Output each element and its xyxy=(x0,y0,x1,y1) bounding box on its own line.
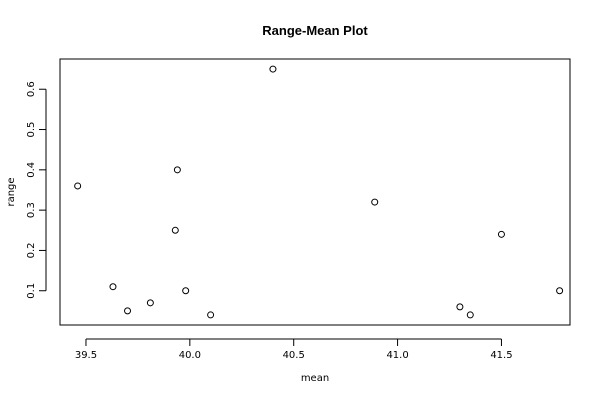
data-point xyxy=(497,230,505,238)
chart-title: Range-Mean Plot xyxy=(262,23,368,38)
y-tick-label: 0.1 xyxy=(26,283,37,299)
x-tick-label: 40.5 xyxy=(283,350,305,361)
data-point xyxy=(171,226,179,234)
x-tick-label: 41.0 xyxy=(386,350,408,361)
x-tick-label: 39.5 xyxy=(75,350,97,361)
data-point xyxy=(207,311,215,319)
data-point xyxy=(556,287,564,295)
data-point xyxy=(109,283,117,291)
x-tick-label: 40.0 xyxy=(179,350,201,361)
data-points xyxy=(74,65,564,319)
x-axis: 39.5 40.0 40.5 41.0 41.5 xyxy=(75,338,513,361)
x-tick-label: 41.5 xyxy=(490,350,512,361)
data-point xyxy=(269,65,277,73)
plot-frame xyxy=(59,58,571,326)
y-tick-label: 0.3 xyxy=(26,202,37,218)
y-tick-label: 0.5 xyxy=(26,122,37,138)
y-tick-label: 0.4 xyxy=(26,162,37,178)
data-point xyxy=(74,182,82,190)
data-point xyxy=(146,299,154,307)
data-point xyxy=(466,311,474,319)
y-axis: 0.1 0.2 0.3 0.4 0.5 0.6 xyxy=(26,81,47,299)
y-tick-label: 0.2 xyxy=(26,242,37,258)
data-point xyxy=(371,198,379,206)
y-tick-label: 0.6 xyxy=(26,81,37,97)
data-point xyxy=(456,303,464,311)
x-axis-label: mean xyxy=(301,373,329,384)
y-axis-label: range xyxy=(6,177,17,206)
data-point xyxy=(124,307,132,315)
data-point xyxy=(182,287,190,295)
data-point xyxy=(173,166,181,174)
